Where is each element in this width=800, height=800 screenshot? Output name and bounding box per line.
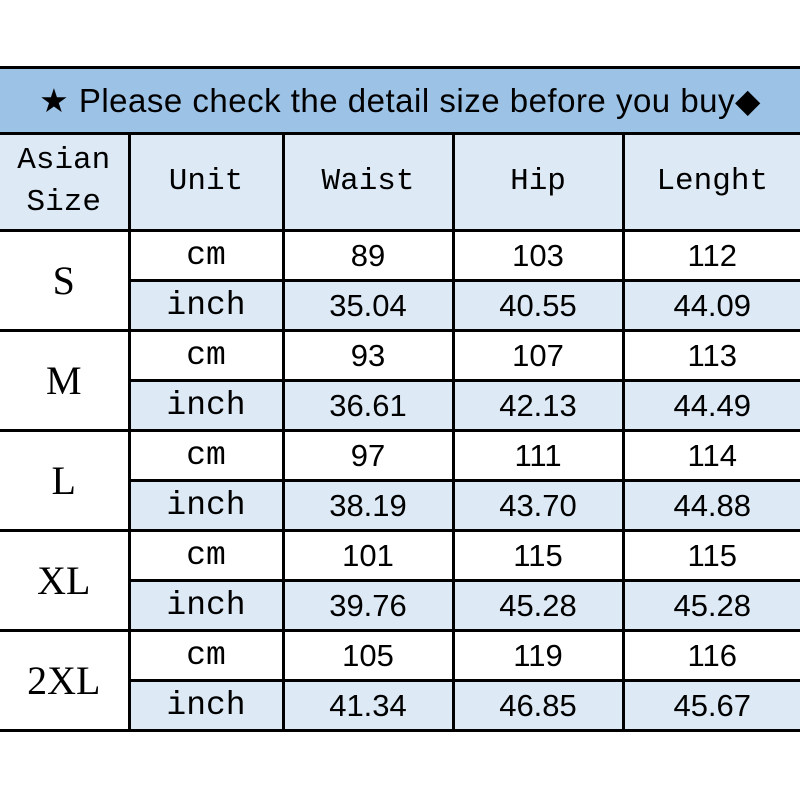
size-label-m: M	[0, 329, 131, 432]
waist-value: 39.76	[281, 579, 455, 632]
length-value: 114	[621, 429, 800, 482]
length-value: 44.09	[621, 279, 800, 332]
table-row-s-cm: S cm 89 103 112	[0, 229, 800, 332]
waist-value: 41.34	[281, 679, 455, 732]
hip-value: 42.13	[451, 379, 625, 432]
unit-label: cm	[127, 229, 285, 282]
table-row-m-cm: M cm 93 107 113	[0, 329, 800, 432]
length-value: 112	[621, 229, 800, 282]
table-row-l-cm: L cm 97 111 114	[0, 429, 800, 532]
table-row-2xl-inch: inch 41.34 46.85 45.67	[0, 679, 800, 732]
hip-value: 103	[451, 229, 625, 282]
hip-value: 43.70	[451, 479, 625, 532]
waist-value: 89	[281, 229, 455, 282]
size-label-l: L	[0, 429, 131, 532]
table-row-m-inch: inch 36.61 42.13 44.49	[0, 379, 800, 432]
hip-value: 115	[451, 529, 625, 582]
waist-value: 38.19	[281, 479, 455, 532]
length-value: 44.49	[621, 379, 800, 432]
table-row-xl-cm: XL cm 101 115 115	[0, 529, 800, 632]
length-value: 116	[621, 629, 800, 682]
hip-value: 111	[451, 429, 625, 482]
unit-label: cm	[127, 329, 285, 382]
header-waist: Waist	[281, 135, 455, 232]
length-value: 45.28	[621, 579, 800, 632]
waist-value: 93	[281, 329, 455, 382]
hip-value: 107	[451, 329, 625, 382]
waist-value: 97	[281, 429, 455, 482]
unit-label: inch	[129, 479, 285, 532]
length-value: 45.67	[621, 679, 800, 732]
length-value: 115	[621, 529, 800, 582]
unit-label: inch	[129, 379, 285, 432]
size-chart-table: Asian Size Unit Waist Hip Lenght S cm 89…	[0, 135, 800, 732]
header-asian-size: Asian Size	[0, 135, 131, 232]
unit-label: inch	[129, 279, 285, 332]
table-row-2xl-cm: 2XL cm 105 119 116	[0, 629, 800, 732]
waist-value: 101	[281, 529, 455, 582]
unit-label: inch	[129, 579, 285, 632]
header-row: Asian Size Unit Waist Hip Lenght	[0, 135, 800, 232]
notice-banner: ★ Please check the detail size before yo…	[0, 66, 800, 135]
waist-value: 36.61	[281, 379, 455, 432]
unit-label: cm	[127, 429, 285, 482]
length-value: 44.88	[621, 479, 800, 532]
hip-value: 45.28	[451, 579, 625, 632]
hip-value: 119	[451, 629, 625, 682]
hip-value: 40.55	[451, 279, 625, 332]
unit-label: cm	[127, 629, 285, 682]
size-label-2xl: 2XL	[0, 629, 131, 732]
waist-value: 35.04	[281, 279, 455, 332]
waist-value: 105	[281, 629, 455, 682]
table-row-s-inch: inch 35.04 40.55 44.09	[0, 279, 800, 332]
length-value: 113	[621, 329, 800, 382]
table-row-l-inch: inch 38.19 43.70 44.88	[0, 479, 800, 532]
header-length: Lenght	[621, 135, 800, 232]
header-unit: Unit	[127, 135, 285, 232]
size-chart-page: ★ Please check the detail size before yo…	[0, 66, 800, 800]
hip-value: 46.85	[451, 679, 625, 732]
unit-label: inch	[129, 679, 285, 732]
size-label-xl: XL	[0, 529, 131, 632]
unit-label: cm	[127, 529, 285, 582]
table-row-xl-inch: inch 39.76 45.28 45.28	[0, 579, 800, 632]
size-label-s: S	[0, 229, 131, 332]
notice-banner-text: ★ Please check the detail size before yo…	[39, 82, 761, 119]
header-hip: Hip	[451, 135, 625, 232]
